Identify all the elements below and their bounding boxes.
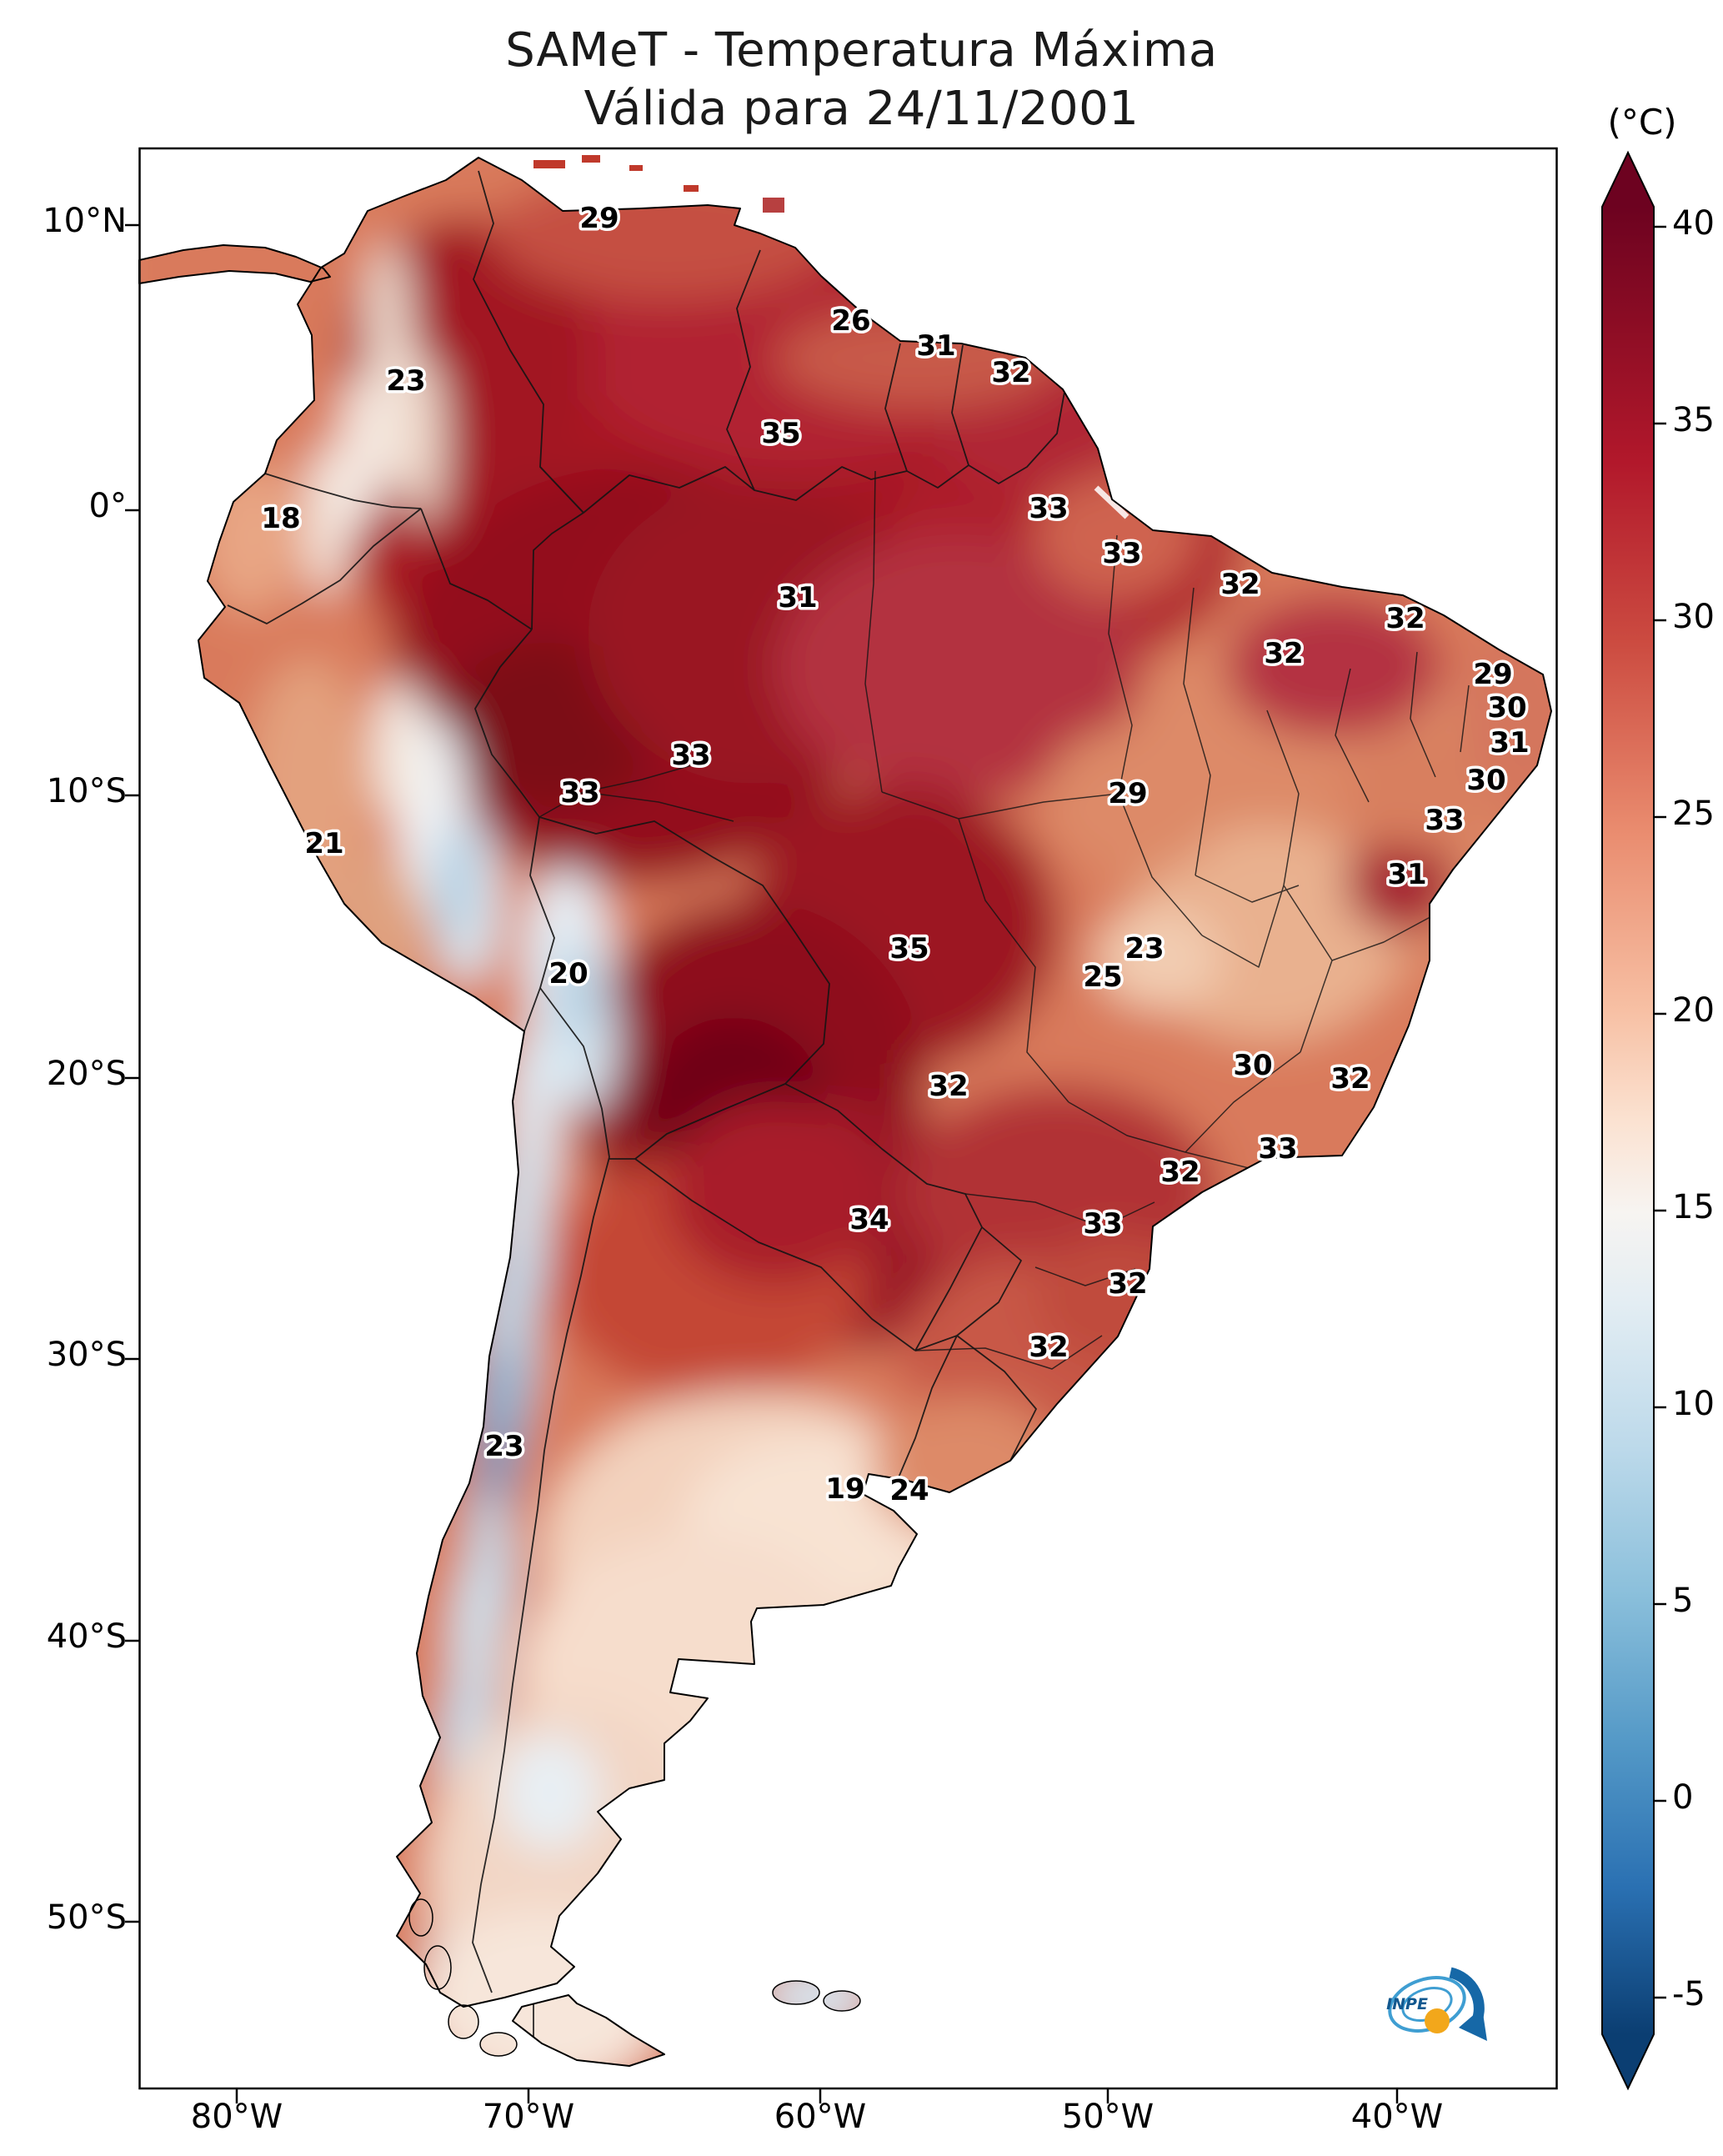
temp-label: 25	[1083, 960, 1122, 994]
temp-label: 31	[916, 329, 955, 363]
cbtick-m5: -5	[1672, 1975, 1705, 2013]
caribbean-islands	[533, 155, 784, 213]
figure-title-line1: SAMeT - Temperatura Máxima	[505, 23, 1218, 78]
temp-label: 32	[1264, 637, 1303, 670]
inpe-logo: INPE	[1386, 1967, 1487, 2041]
cbtick-20: 20	[1672, 991, 1715, 1030]
temp-label: 18	[261, 502, 300, 535]
xtick-50w: 50°W	[1061, 2098, 1155, 2136]
logo-orange-dot	[1425, 2008, 1450, 2033]
coastlines	[138, 157, 1552, 2067]
ytick-10s: 10°S	[46, 772, 127, 810]
cbtick-40: 40	[1672, 204, 1715, 243]
temp-label: 32	[1385, 602, 1425, 635]
ytick-40s: 40°S	[46, 1617, 127, 1656]
temp-label: 32	[1108, 1267, 1147, 1301]
axis-tick-marks	[125, 223, 1399, 2103]
state-borders	[538, 470, 1470, 1370]
cbtick-25: 25	[1672, 795, 1715, 833]
colorbar	[1601, 150, 1666, 2091]
ytick-50s: 50°S	[46, 1898, 127, 1937]
temp-label: 34	[849, 1203, 889, 1236]
xtick-80w: 80°W	[190, 2098, 283, 2136]
temp-label: 29	[1108, 777, 1147, 810]
temp-label: 31	[1490, 726, 1529, 760]
xtick-60w: 60°W	[774, 2098, 867, 2136]
temp-label: 30	[1466, 764, 1505, 797]
cbtick-5: 5	[1672, 1582, 1694, 1620]
cbtick-10: 10	[1672, 1385, 1715, 1423]
ytick-0: 0°	[88, 487, 127, 525]
xtick-40w: 40°W	[1350, 2098, 1444, 2136]
temp-label: 32	[1160, 1156, 1200, 1189]
temp-label: 29	[1473, 658, 1512, 691]
plot-frame	[138, 147, 1558, 2090]
temp-label: 35	[761, 417, 800, 450]
temp-label: 23	[1124, 932, 1164, 965]
river-channel	[1094, 485, 1129, 519]
temp-label: 35	[889, 932, 929, 965]
temp-label: 30	[1233, 1049, 1272, 1082]
colorbar-tick-marks	[1654, 225, 1666, 1999]
temp-label: 32	[1029, 1331, 1068, 1364]
temp-label: 19	[825, 1472, 864, 1506]
temp-label: 33	[1102, 537, 1141, 570]
logo-inpe-text: INPE	[1386, 1995, 1428, 2013]
temp-label: 33	[671, 739, 710, 772]
temp-label: 33	[1029, 492, 1068, 525]
xtick-70w: 70°W	[482, 2098, 575, 2136]
cbtick-15: 15	[1672, 1188, 1715, 1226]
temp-label: 23	[386, 364, 425, 398]
ytick-30s: 30°S	[46, 1336, 127, 1374]
temp-label: 33	[1083, 1207, 1122, 1241]
cbtick-0: 0	[1672, 1778, 1694, 1817]
temp-label: 24	[889, 1474, 929, 1507]
temp-label: 33	[560, 776, 599, 810]
temp-label: 33	[1425, 804, 1464, 837]
temp-label: 30	[1487, 691, 1526, 725]
temp-label: 31	[1387, 858, 1426, 891]
logo-arrowhead	[1459, 2008, 1487, 2041]
colorbar-bar	[1601, 150, 1655, 2091]
temp-label: 32	[991, 356, 1030, 389]
cbtick-35: 35	[1672, 401, 1715, 439]
temp-label: 29	[579, 202, 619, 235]
colorbar-unit-label: (°C)	[1607, 102, 1677, 143]
temp-label: 23	[484, 1430, 523, 1463]
ytick-10n: 10°N	[43, 202, 127, 240]
temp-label: 32	[1330, 1062, 1370, 1096]
temp-label: 20	[548, 957, 588, 990]
temp-label: 26	[831, 304, 870, 338]
temp-label: 31	[778, 581, 817, 614]
ytick-20s: 20°S	[46, 1055, 127, 1093]
temp-label: 21	[304, 827, 343, 860]
temp-label: 33	[1258, 1132, 1297, 1166]
figure-title-line2: Válida para 24/11/2001	[584, 82, 1139, 136]
country-borders	[227, 170, 1065, 2059]
temp-label: 32	[929, 1070, 968, 1103]
cbtick-30: 30	[1672, 598, 1715, 636]
temp-label: 32	[1220, 568, 1260, 601]
